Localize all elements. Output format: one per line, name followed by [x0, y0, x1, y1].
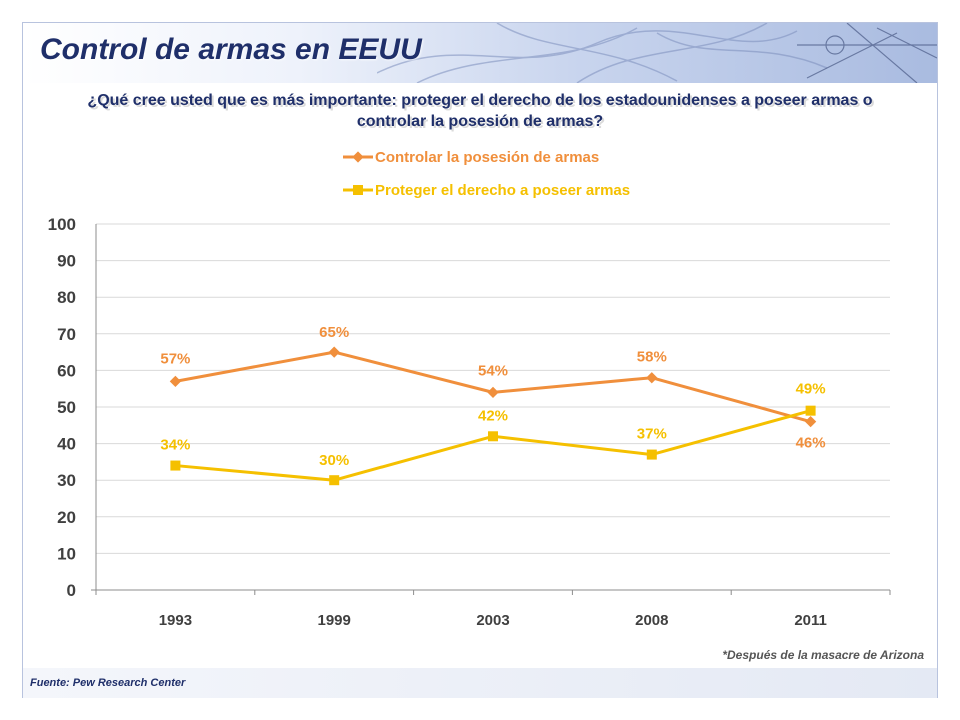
- x-tick-label-2011: 2011: [794, 612, 827, 629]
- x-tick-label-2008: 2008: [635, 612, 668, 629]
- header-banner: [23, 23, 937, 83]
- point-s1-1993: [169, 375, 182, 388]
- legend-label-proteger: Proteger el derecho a poseer armas: [375, 181, 631, 199]
- y-tick-label-10: 10: [57, 544, 76, 563]
- data-label-s1-1993: 57%: [160, 350, 190, 367]
- slide-title: Control de armas en EEUU: [40, 33, 422, 66]
- data-label-s1-2003: 54%: [478, 362, 508, 379]
- data-label-s2-2008: 37%: [637, 426, 667, 443]
- x-tick-label-1993: 1993: [159, 612, 192, 629]
- point-s1-2011: [804, 415, 817, 428]
- data-label-s2-2003: 42%: [478, 407, 508, 424]
- y-tick-label-80: 80: [57, 288, 76, 307]
- y-tick-label-90: 90: [57, 252, 76, 271]
- point-s1-2008: [646, 372, 658, 384]
- point-s2-2011: [805, 405, 816, 416]
- y-tick-label-40: 40: [57, 435, 76, 454]
- y-tick-label-20: 20: [57, 508, 76, 527]
- chart-question: ¿Qué cree usted que es más importante: p…: [87, 92, 873, 130]
- legend-item-proteger: Proteger el derecho a poseer armas: [343, 180, 630, 200]
- point-s2-1993: [170, 460, 181, 471]
- legend-item-controlar: Controlar la posesión de armas: [343, 147, 599, 167]
- data-label-s1-2011: 46%: [796, 435, 826, 452]
- y-tick-label-0: 0: [67, 581, 76, 600]
- legend-label-controlar: Controlar la posesión de armas: [375, 148, 600, 166]
- legend-swatch-yellow: [343, 185, 373, 195]
- point-s2-2008: [646, 449, 657, 460]
- y-tick-label-60: 60: [57, 361, 76, 380]
- data-label-s2-1993: 34%: [160, 437, 190, 454]
- y-tick-label-50: 50: [57, 398, 76, 417]
- footer-band: [23, 668, 937, 698]
- point-s1-2003: [487, 386, 499, 399]
- footnote: *Después de la masacre de Arizona: [722, 648, 924, 662]
- y-tick-label-70: 70: [57, 325, 76, 344]
- data-label-s2-2011: 49%: [796, 381, 826, 398]
- point-s2-1999: [329, 475, 340, 486]
- y-tick-label-30: 30: [57, 471, 76, 490]
- data-label-s1-1999: 65%: [319, 324, 349, 341]
- x-tick-label-1999: 1999: [318, 612, 351, 629]
- legend-swatch-orange: [343, 151, 373, 163]
- data-label-s2-1999: 30%: [319, 452, 349, 469]
- y-tick-label-100: 100: [48, 215, 76, 234]
- point-s1-1999: [328, 346, 340, 358]
- source-credit: Fuente: Pew Research Center: [30, 677, 186, 689]
- x-tick-label-2003: 2003: [476, 612, 509, 629]
- point-s2-2003: [488, 431, 498, 442]
- data-label-s1-2008: 58%: [637, 349, 667, 366]
- header-decoration: [377, 23, 937, 83]
